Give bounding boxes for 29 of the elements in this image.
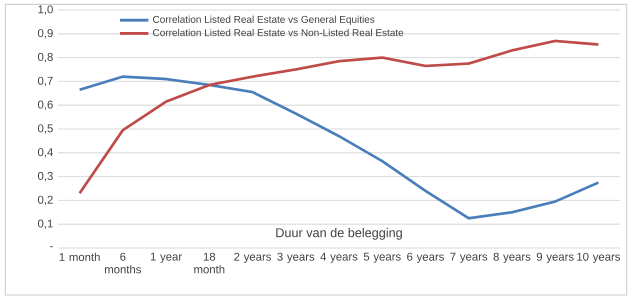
y-tick-label: 0,7: [38, 76, 53, 86]
y-tick-label: 0,3: [38, 172, 53, 182]
y-tick-label: 0,8: [38, 52, 53, 62]
legend-label: Correlation Listed Real Estate vs Non-Listed Real Estate: [153, 28, 404, 36]
x-tick-label: 18 month: [194, 252, 224, 274]
x-tick-label: 3 years: [277, 252, 314, 263]
x-tick-label: 2 years: [234, 252, 272, 263]
x-tick-label: 1 year: [150, 252, 182, 263]
y-tick-label: -: [50, 246, 53, 248]
x-tick-label: 9 years: [536, 252, 574, 263]
x-tick-label: 5 years: [364, 252, 401, 263]
x-tick-label: 1 month: [60, 252, 100, 262]
line-series: [78, 75, 600, 220]
x-tick-label: 7 years: [450, 252, 488, 263]
y-tick-label: 0,2: [38, 196, 53, 206]
y-tick-label: 0,5: [38, 124, 53, 134]
y-tick-label: 0,1: [38, 220, 53, 229]
legend-label: Correlation Listed Real Estate vs General Equities: [153, 16, 374, 25]
x-tick-label: 6 years: [407, 252, 444, 263]
y-tick-label: 1,0: [38, 5, 53, 15]
x-tick-label: 8 years: [494, 252, 530, 263]
x-tick-label: 6 months: [105, 252, 142, 274]
line-series: [78, 40, 600, 195]
y-tick-label: 0,4: [38, 148, 53, 158]
x-tick-label: 10 years: [577, 252, 620, 263]
x-axis-title: Duur van de belegging: [276, 228, 402, 240]
y-tick-label: 0,6: [38, 100, 53, 110]
x-tick-label: 4 years: [320, 252, 358, 263]
y-tick-label: 0,9: [38, 29, 53, 38]
